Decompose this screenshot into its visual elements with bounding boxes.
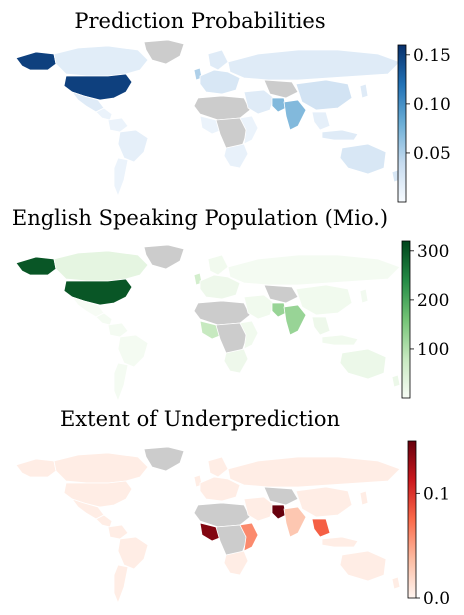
region-central-america xyxy=(95,514,113,528)
region-europe xyxy=(199,476,241,502)
region-usa xyxy=(63,480,133,508)
colorbar-tick-label: 0.1 xyxy=(423,484,450,504)
region-central-asia xyxy=(263,284,299,304)
region-russia xyxy=(227,49,401,81)
map-title: English Speaking Population (Mio.) xyxy=(11,206,389,230)
region-south-cone xyxy=(113,157,129,198)
colorbar-tick-label: 200 xyxy=(417,291,449,311)
world-map xyxy=(15,244,401,403)
region-australia xyxy=(339,550,387,582)
region-japan xyxy=(359,490,369,506)
region-east-africa xyxy=(239,320,259,350)
region-canada xyxy=(53,250,149,282)
region-middle-east xyxy=(243,496,275,522)
region-pakistan xyxy=(271,97,287,113)
colorbar-tick-label: 0.05 xyxy=(413,144,451,164)
region-nz xyxy=(391,374,401,388)
map-title: Prediction Probabilities xyxy=(74,9,326,33)
region-china xyxy=(295,486,353,518)
region-alaska xyxy=(15,458,57,478)
region-russia xyxy=(227,254,401,286)
region-south-america xyxy=(107,322,129,338)
region-alaska xyxy=(15,51,57,71)
region-china xyxy=(295,284,353,316)
colorbar-gradient xyxy=(401,240,411,399)
region-central-asia xyxy=(263,486,299,506)
colorbar: 0.0 0.1 xyxy=(407,440,450,609)
region-greenland xyxy=(143,244,185,270)
region-india xyxy=(283,99,307,131)
region-australia xyxy=(339,348,387,380)
region-south-america xyxy=(107,524,129,540)
region-russia xyxy=(227,456,401,488)
region-middle-east xyxy=(243,89,275,115)
region-europe xyxy=(199,69,241,95)
colorbar-tick-label: 0.10 xyxy=(413,95,451,115)
region-southern-africa xyxy=(223,550,249,576)
region-greenland xyxy=(143,446,185,472)
region-se-asia xyxy=(311,111,331,131)
region-usa xyxy=(63,278,133,306)
colorbar-tick-label: 0.15 xyxy=(413,46,451,66)
region-east-africa xyxy=(239,522,259,552)
region-canada xyxy=(53,452,149,484)
region-scandinavia xyxy=(207,49,229,71)
region-west-africa xyxy=(199,115,223,135)
world-map xyxy=(15,446,401,605)
region-china xyxy=(295,79,353,111)
region-east-africa xyxy=(239,115,259,145)
region-japan xyxy=(359,288,369,304)
region-europe xyxy=(199,274,241,300)
region-brazil xyxy=(117,334,149,368)
region-indonesia xyxy=(321,536,359,548)
colorbar-tick-label: 0.0 xyxy=(423,589,450,609)
colorbar-gradient xyxy=(407,440,417,599)
map-title: Extent of Underprediction xyxy=(59,407,341,431)
english-population-panel: English Speaking Population (Mio.) 100 20… xyxy=(0,205,464,410)
colorbar-tick-label: 100 xyxy=(417,340,449,360)
region-west-africa xyxy=(199,320,223,340)
colorbar: 0.05 0.10 0.15 xyxy=(397,44,451,203)
region-west-africa xyxy=(199,522,223,542)
colorbar-tick-label: 300 xyxy=(417,242,449,262)
region-middle-east xyxy=(243,294,275,320)
region-indonesia xyxy=(321,334,359,346)
region-central-asia xyxy=(263,79,299,99)
region-usa xyxy=(63,73,133,101)
region-scandinavia xyxy=(207,254,229,276)
region-india xyxy=(283,506,307,538)
region-se-asia xyxy=(311,518,331,538)
region-central-america xyxy=(95,312,113,326)
region-canada xyxy=(53,45,149,77)
region-south-america xyxy=(107,117,129,133)
region-greenland xyxy=(143,39,185,65)
region-indonesia xyxy=(321,129,359,141)
region-se-asia xyxy=(311,316,331,336)
region-scandinavia xyxy=(207,456,229,478)
region-brazil xyxy=(117,536,149,570)
region-pakistan xyxy=(271,504,287,520)
prediction-probabilities-panel: Prediction Probabilities 0.05 0.10 0.15 xyxy=(0,0,464,205)
underprediction-panel: Extent of Underprediction 0.0 0.1 xyxy=(0,405,464,615)
region-southern-africa xyxy=(223,348,249,374)
region-japan xyxy=(359,83,369,99)
region-australia xyxy=(339,143,387,175)
world-map xyxy=(15,39,401,198)
colorbar-gradient xyxy=(397,44,407,203)
region-india xyxy=(283,304,307,336)
region-south-cone xyxy=(113,362,129,403)
colorbar: 100 200 300 xyxy=(401,240,449,399)
region-southern-africa xyxy=(223,143,249,169)
region-nz xyxy=(391,576,401,590)
region-central-america xyxy=(95,107,113,121)
region-brazil xyxy=(117,129,149,163)
region-alaska xyxy=(15,256,57,276)
region-pakistan xyxy=(271,302,287,318)
region-south-cone xyxy=(113,564,129,605)
